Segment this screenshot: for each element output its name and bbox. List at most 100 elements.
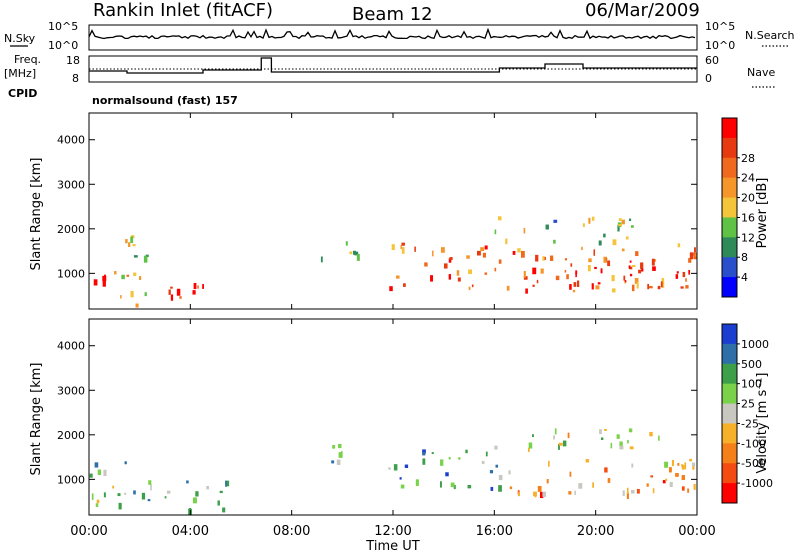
velocity-cell xyxy=(681,486,685,491)
velocity-cell xyxy=(668,467,672,473)
power-cell xyxy=(126,274,130,277)
power-cell xyxy=(581,246,583,251)
velocity-cell xyxy=(548,460,550,467)
power-cell xyxy=(553,239,556,244)
velocity-cell xyxy=(91,493,94,500)
power-cell xyxy=(618,223,622,226)
velocity-cell xyxy=(627,439,629,444)
power-cell xyxy=(594,266,597,270)
noise-right-tick-bottom: 10^0 xyxy=(705,39,735,52)
velocity-cell xyxy=(687,488,690,493)
velocity-cell xyxy=(658,435,660,441)
velocity-cell xyxy=(195,491,199,497)
power-cell xyxy=(143,255,148,263)
x-tick-label: 16:00 xyxy=(476,524,513,539)
velocity-cell xyxy=(558,442,563,446)
power-cell xyxy=(135,303,139,308)
power-cell xyxy=(573,282,577,287)
power-ylabel: Slant Range [km] xyxy=(29,158,44,271)
power-cell xyxy=(631,265,636,268)
power-cell xyxy=(133,272,137,277)
velocity-colorbar-swatch xyxy=(722,363,737,385)
power-cell xyxy=(553,219,558,223)
velocity-cell xyxy=(542,491,547,497)
velocity-colorbar-swatch xyxy=(722,383,737,405)
power-cell xyxy=(430,275,434,282)
power-cell xyxy=(484,245,488,250)
power-cell xyxy=(448,274,452,280)
power-cell xyxy=(354,251,359,256)
power-cell xyxy=(564,270,567,273)
x-tick-label: 00:00 xyxy=(678,524,715,539)
velocity-cell xyxy=(671,459,675,467)
power-cell xyxy=(457,277,461,282)
power-cell xyxy=(641,268,644,272)
velocity-cell xyxy=(222,507,226,513)
power-cell xyxy=(636,281,639,289)
power-cell xyxy=(618,218,622,221)
power-colorbar-tick-label: 4 xyxy=(741,271,748,284)
cpid-program: normalsound (fast) 157 xyxy=(92,94,238,107)
velocity-cell xyxy=(217,500,220,506)
velocity-cell xyxy=(440,481,442,488)
power-panel-frame xyxy=(88,112,698,310)
power-cell xyxy=(635,251,639,257)
power-colorbar-tick-label: 20 xyxy=(741,192,755,205)
power-cell xyxy=(611,275,615,282)
x-tick-label: 12:00 xyxy=(374,524,411,539)
power-cell xyxy=(607,260,611,267)
power-cell xyxy=(648,286,653,289)
velocity-cell xyxy=(225,480,227,487)
power-cell xyxy=(432,250,434,257)
power-cell xyxy=(688,270,691,275)
cpid-label: CPID xyxy=(8,87,37,100)
power-cell xyxy=(542,256,545,261)
power-cell xyxy=(345,241,348,246)
power-cell xyxy=(403,283,406,287)
power-cell xyxy=(197,285,199,289)
velocity-cell xyxy=(508,470,511,475)
noise-left-tick-bottom: 10^0 xyxy=(48,39,78,52)
power-cell xyxy=(675,274,679,279)
power-cell xyxy=(484,272,488,275)
velocity-cell xyxy=(553,435,555,440)
velocity-cell xyxy=(600,437,604,441)
velocity-cell xyxy=(649,431,653,437)
power-cell xyxy=(448,258,452,263)
velocity-cell xyxy=(562,440,567,447)
velocity-cell xyxy=(675,472,679,477)
velocity-cell xyxy=(664,461,669,468)
power-ytick-label: 3000 xyxy=(57,178,85,191)
velocity-cell xyxy=(622,490,625,496)
velocity-ytick-label: 3000 xyxy=(57,384,85,397)
power-cell xyxy=(523,270,526,278)
velocity-cell xyxy=(494,445,498,450)
power-cell xyxy=(505,238,508,245)
velocity-cell xyxy=(569,471,572,477)
velocity-cell xyxy=(112,485,115,489)
beam-title: Beam 12 xyxy=(352,4,433,25)
power-cell xyxy=(133,255,138,258)
velocity-cell xyxy=(465,449,468,454)
velocity-cell xyxy=(527,447,530,453)
power-cell xyxy=(468,269,473,275)
noise-right-tick-top: 10^5 xyxy=(705,20,735,33)
power-ytick-label: 4000 xyxy=(57,134,85,147)
power-cell xyxy=(449,257,453,261)
x-tick-label: 00:00 xyxy=(70,524,107,539)
power-cell xyxy=(144,292,147,297)
velocity-cell xyxy=(636,488,640,494)
velocity-cell xyxy=(103,469,107,477)
velocity-cell xyxy=(631,489,635,494)
power-cell xyxy=(320,256,323,263)
power-ytick-label: 2000 xyxy=(57,223,85,236)
velocity-colorbar-swatch xyxy=(722,463,737,484)
velocity-cell xyxy=(574,490,576,496)
power-cell xyxy=(443,263,448,269)
velocity-colorbar-tick-label: 1000 xyxy=(741,338,769,351)
velocity-cell xyxy=(490,486,494,491)
power-cell xyxy=(523,276,528,280)
power-cell xyxy=(600,268,603,274)
power-cell xyxy=(468,286,471,291)
noise-right-label: N.Search xyxy=(745,29,795,42)
